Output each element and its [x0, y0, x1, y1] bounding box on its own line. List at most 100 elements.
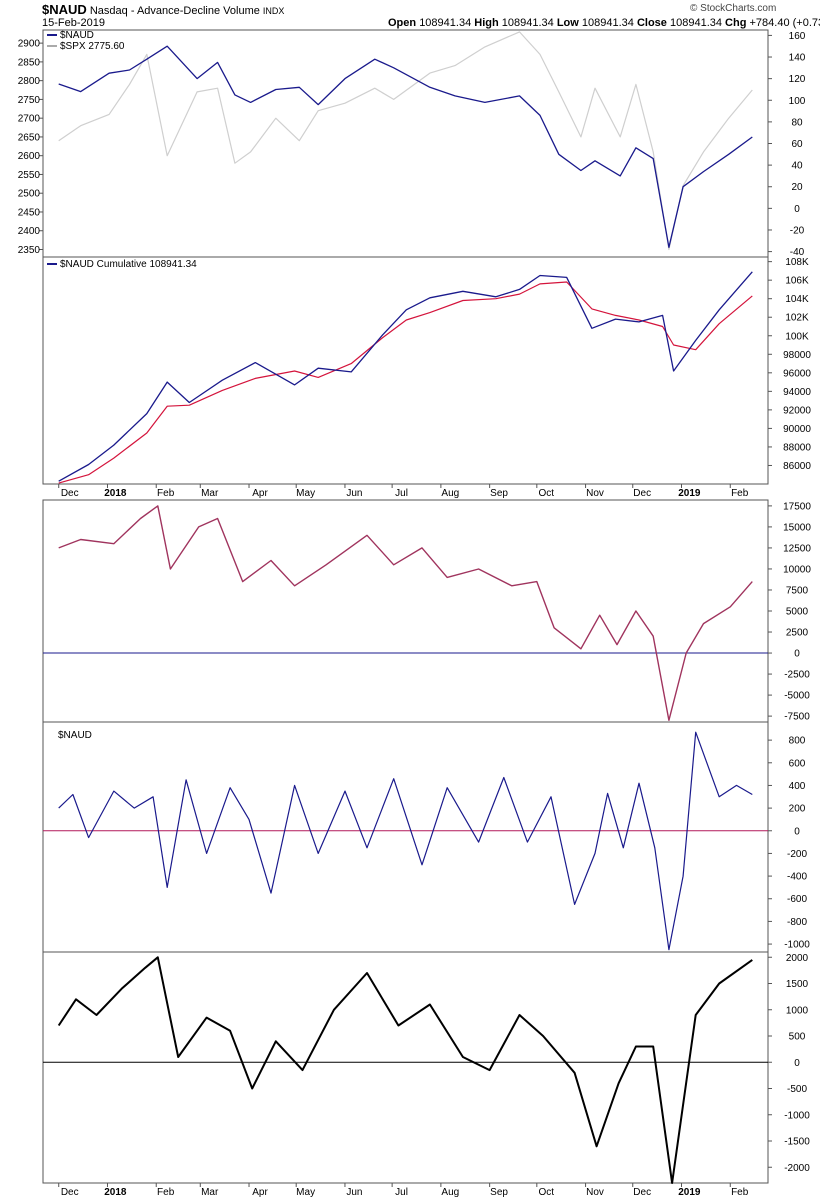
x-axis-tick-label: Mar: [201, 1187, 219, 1198]
cumulative-axis-tick-label: 108K: [785, 257, 809, 268]
quote-line: Open 108941.34 High 108941.34 Low 108941…: [388, 17, 820, 29]
oscillator-axis-tick-label: 1500: [786, 979, 809, 990]
oscillator-series-line: [57, 956, 753, 1184]
spx-axis-tick-label: 2350: [18, 245, 41, 256]
indicator1-axis-tick-label: -5000: [784, 691, 810, 702]
legend-spx-label: $SPX 2775.60: [60, 41, 125, 52]
spx-axis-tick-label: 2900: [18, 39, 41, 50]
high-value: 108941.34: [501, 17, 554, 29]
naud-panel-legend-label: $NAUD: [58, 730, 92, 741]
open-label: Open: [388, 17, 417, 29]
description-label: Nasdaq - Advance-Decline Volume: [89, 5, 260, 17]
x-axis-tick-label: Jun: [346, 1187, 362, 1198]
x-axis-tick-label: Jul: [395, 1187, 408, 1198]
x-axis-tick-label: Sep: [490, 1187, 508, 1198]
naud-series-line: [58, 45, 753, 248]
x-axis-tick-label: Dec: [61, 1187, 79, 1198]
panel-frame-2: [42, 256, 769, 485]
legend-naud-label: $NAUD: [60, 30, 94, 41]
indicator1-axis-tick-label: 0: [794, 649, 800, 660]
spx-axis-tick-label: 2550: [18, 170, 41, 181]
x-axis-tick-label: Dec: [633, 1187, 651, 1198]
x-axis-tick-label: Apr: [252, 488, 268, 499]
naud-axis-tick-label: 160: [789, 31, 806, 42]
spx-axis-tick-label: 2700: [18, 114, 41, 125]
naud-axis-tick-label: 20: [791, 182, 803, 193]
naud-panel-axis-tick-label: -400: [787, 872, 807, 883]
oscillator-axis-tick-label: -1500: [784, 1137, 810, 1148]
chg-value: +784.40 (+0.73%): [749, 17, 820, 29]
x-axis-tick-label: Jul: [395, 488, 408, 499]
naud-axis-tick-label: 120: [789, 74, 806, 85]
oscillator-axis-tick-label: -500: [787, 1084, 807, 1095]
chart-panels: 160140120100806040200-20-402900285028002…: [18, 29, 811, 1198]
naud-axis-tick-label: 140: [789, 53, 806, 64]
oscillator-axis-tick-label: -1000: [784, 1110, 810, 1121]
naud-panel-series-line: [58, 731, 753, 951]
naud-panel-axis-tick-label: 400: [789, 781, 806, 792]
naud-axis-tick-label: 100: [789, 96, 806, 107]
chg-label: Chg: [725, 17, 747, 29]
naud-axis-tick-label: -40: [790, 247, 805, 258]
indicator1-axis-tick-label: -2500: [784, 670, 810, 681]
low-value: 108941.34: [581, 17, 634, 29]
indicator1-axis-tick-label: 17500: [783, 501, 811, 512]
x-axis-tick-label: Feb: [731, 1187, 749, 1198]
oscillator-axis-tick-label: -2000: [784, 1163, 810, 1174]
panel-frame-4: [42, 721, 769, 953]
indicator1-axis-tick-label: 2500: [786, 628, 809, 639]
cumulative-series-line: [58, 271, 753, 482]
x-axis-tick-label: Jun: [346, 488, 362, 499]
x-axis-tick-label: Apr: [252, 1187, 268, 1198]
x-axis-tick-label: Feb: [157, 1187, 175, 1198]
spx-series-line: [58, 31, 753, 251]
low-label: Low: [556, 17, 579, 29]
cumulative-axis-tick-label: 92000: [783, 405, 811, 416]
naud-panel-axis-tick-label: 600: [789, 758, 806, 769]
x-axis-tick-label: Nov: [586, 1187, 604, 1198]
x-axis-tick-label: Aug: [441, 488, 459, 499]
indicator1-axis-tick-label: 15000: [783, 522, 811, 533]
cumulative-axis-tick-label: 106K: [785, 276, 809, 287]
x-axis-tick-label: 2019: [678, 1187, 701, 1198]
cumulative-axis-tick-label: 90000: [783, 424, 811, 435]
x-axis-tick-label: Oct: [538, 488, 554, 499]
spx-axis-tick-label: 2400: [18, 226, 41, 237]
x-axis-tick-label: Oct: [538, 1187, 554, 1198]
indicator1-series-line: [58, 505, 753, 721]
cumulative-axis-tick-label: 94000: [783, 387, 811, 398]
naud-panel-axis-tick-label: -200: [787, 849, 807, 860]
x-axis-tick-label: Mar: [201, 488, 219, 499]
spx-axis-tick-label: 2750: [18, 95, 41, 106]
spx-axis-tick-label: 2600: [18, 151, 41, 162]
symbol-label: $NAUD: [42, 2, 87, 17]
naud-panel-axis-tick-label: 0: [794, 826, 800, 837]
naud-panel-axis-tick-label: -800: [787, 917, 807, 928]
cumulative-axis-tick-label: 88000: [783, 442, 811, 453]
oscillator-axis-tick-label: 0: [794, 1058, 800, 1069]
date-label: 15-Feb-2019: [42, 17, 105, 29]
cumulative-axis-tick-label: 104K: [785, 294, 809, 305]
oscillator-axis-tick-label: 500: [789, 1032, 806, 1043]
panel-frame-3: [42, 499, 769, 723]
indicator1-axis-tick-label: -7500: [784, 712, 810, 723]
cumulative-axis-tick-label: 86000: [783, 461, 811, 472]
legend-cumulative-label: $NAUD Cumulative 108941.34: [60, 259, 197, 270]
x-axis-tick-label: Nov: [586, 488, 604, 499]
x-axis-tick-label: May: [296, 488, 315, 499]
spx-axis-tick-label: 2450: [18, 207, 41, 218]
indicator1-axis-tick-label: 10000: [783, 564, 811, 575]
naud-axis-tick-label: -20: [790, 225, 805, 236]
x-axis-tick-label: 2019: [678, 488, 701, 499]
oscillator-axis-tick-label: 2000: [786, 953, 809, 964]
x-axis-tick-label: Aug: [441, 1187, 459, 1198]
naud-panel-axis-tick-label: 200: [789, 804, 806, 815]
open-value: 108941.34: [419, 17, 472, 29]
spx-axis-tick-label: 2500: [18, 189, 41, 200]
naud-panel-axis-tick-label: -600: [787, 894, 807, 905]
high-label: High: [474, 17, 499, 29]
cumulative-ma-line: [58, 281, 753, 484]
close-value: 108941.34: [669, 17, 722, 29]
panel-frame-5: [42, 951, 769, 1184]
cumulative-axis-tick-label: 96000: [783, 368, 811, 379]
